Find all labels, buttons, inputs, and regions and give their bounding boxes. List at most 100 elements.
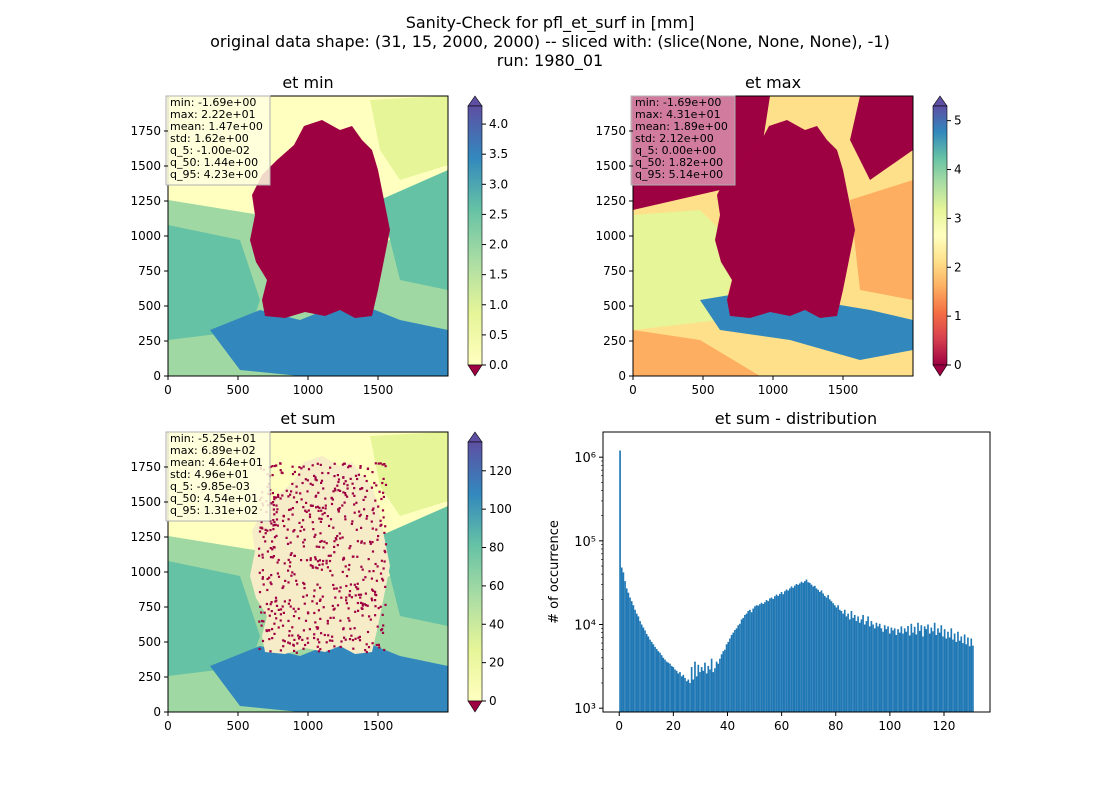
colorbar-ticks: 0 20 40 60 80 100 120: [482, 464, 512, 708]
histogram-bar: [867, 616, 869, 712]
region-north-east-red: [850, 96, 913, 180]
histogram-bar: [898, 632, 901, 712]
speckle-dot: [349, 477, 352, 480]
histogram-bar: [905, 631, 908, 712]
speckle-dot: [372, 589, 375, 592]
speckle-dot: [318, 641, 321, 644]
speckle-dot: [291, 482, 294, 485]
speckle-dot: [359, 593, 363, 596]
speckle-dot: [363, 603, 366, 606]
x-tick-label: 60: [774, 719, 789, 733]
speckle-dot: [281, 586, 284, 590]
speckle-dot: [272, 508, 275, 511]
histogram-bar: [802, 582, 804, 712]
speckle-dot: [294, 610, 297, 613]
histogram-bar: [878, 623, 881, 712]
histogram-bar: [690, 667, 693, 712]
colorbar-gradient: [932, 105, 948, 366]
speckle-dot: [316, 583, 319, 586]
speckle-dot: [311, 483, 314, 486]
suptitle-line-1: Sanity-Check for pfl_et_surf in [mm]: [405, 13, 695, 32]
speckle-dot: [298, 521, 301, 524]
histogram-bar: [907, 625, 909, 712]
speckle-dot: [327, 650, 330, 653]
stats-line: mean: 1.89e+00: [635, 120, 728, 133]
speckle-dot: [258, 554, 261, 557]
speckle-dot: [264, 532, 267, 535]
axis-ticks: 0 500 1000 1500 0 250 500 750 1000 1250 1500 1750: [130, 460, 393, 733]
speckle-dot: [258, 620, 261, 623]
speckle-dot: [364, 576, 367, 579]
speckle-dot: [350, 596, 353, 599]
speckle-dot: [314, 621, 317, 624]
speckle-dot: [307, 468, 311, 471]
speckle-dot: [295, 485, 298, 488]
speckle-dot: [337, 478, 341, 481]
histogram-bar: [650, 641, 653, 712]
stats-line: q_50: 1.82e+00: [635, 156, 723, 169]
speckle-dot: [276, 524, 279, 527]
speckle-dot: [319, 598, 322, 601]
speckle-dot: [342, 476, 345, 479]
histogram-bar: [862, 614, 864, 712]
speckle-dot: [287, 619, 290, 622]
speckle-dot: [308, 513, 312, 516]
speckle-dot: [342, 557, 346, 560]
stats-line: min: -1.69e+00: [170, 96, 256, 109]
panel-title: et sum - distribution: [715, 409, 877, 428]
speckle-dot: [371, 599, 374, 602]
histogram-bar: [845, 616, 848, 712]
speckle-dot: [333, 551, 336, 554]
histogram-bar: [645, 634, 648, 712]
speckle-dot: [333, 587, 336, 590]
speckle-dot: [382, 491, 385, 494]
speckle-dot: [376, 538, 379, 541]
speckle-dot: [319, 586, 322, 589]
speckle-dot: [269, 529, 272, 532]
speckle-dot: [331, 639, 334, 642]
x-tick-label: 500: [227, 719, 250, 733]
histogram-bar: [624, 581, 626, 712]
histogram-bar: [968, 646, 971, 712]
y-tick-label: 1000: [595, 229, 626, 243]
speckle-dot: [271, 501, 275, 504]
speckle-dot: [324, 504, 327, 507]
speckle-dot: [331, 604, 334, 607]
histogram-bar: [747, 611, 750, 712]
speckle-dot: [258, 547, 261, 550]
histogram-bar: [664, 659, 666, 712]
speckle-dot: [355, 586, 358, 589]
histogram-bar: [622, 572, 625, 712]
colorbar-tick-label: 0.0: [489, 358, 508, 372]
speckle-dot: [291, 634, 294, 637]
speckle-dot: [276, 572, 279, 575]
y-tick-label: 1500: [595, 159, 626, 173]
speckle-dot: [346, 487, 349, 490]
speckle-dot: [277, 493, 280, 496]
histogram-bar: [940, 625, 943, 712]
colorbar-tick-label: 2: [954, 260, 962, 274]
speckle-dot: [265, 602, 268, 606]
speckle-dot: [292, 644, 295, 647]
speckle-dot: [364, 649, 367, 652]
histogram-bar: [837, 605, 839, 712]
histogram-bar: [772, 598, 775, 712]
histogram-bar: [734, 629, 736, 712]
speckle-dot: [358, 510, 361, 513]
colorbar-gradient: [467, 441, 483, 702]
speckle-dot: [333, 475, 336, 478]
speckle-dot: [269, 650, 272, 653]
speckle-dot: [356, 540, 359, 543]
histogram-bar: [649, 639, 651, 712]
histogram-bar: [817, 589, 819, 712]
speckle-dot: [273, 622, 276, 625]
y-tick-label: 0: [153, 369, 161, 383]
speckle-dot: [281, 471, 284, 475]
speckle-dot: [365, 479, 368, 483]
speckle-dot: [332, 616, 335, 619]
speckle-dot: [334, 596, 337, 599]
speckle-dot: [260, 611, 263, 614]
speckle-dot: [282, 514, 285, 517]
speckle-dot: [279, 497, 282, 500]
histogram-bar: [885, 629, 888, 712]
